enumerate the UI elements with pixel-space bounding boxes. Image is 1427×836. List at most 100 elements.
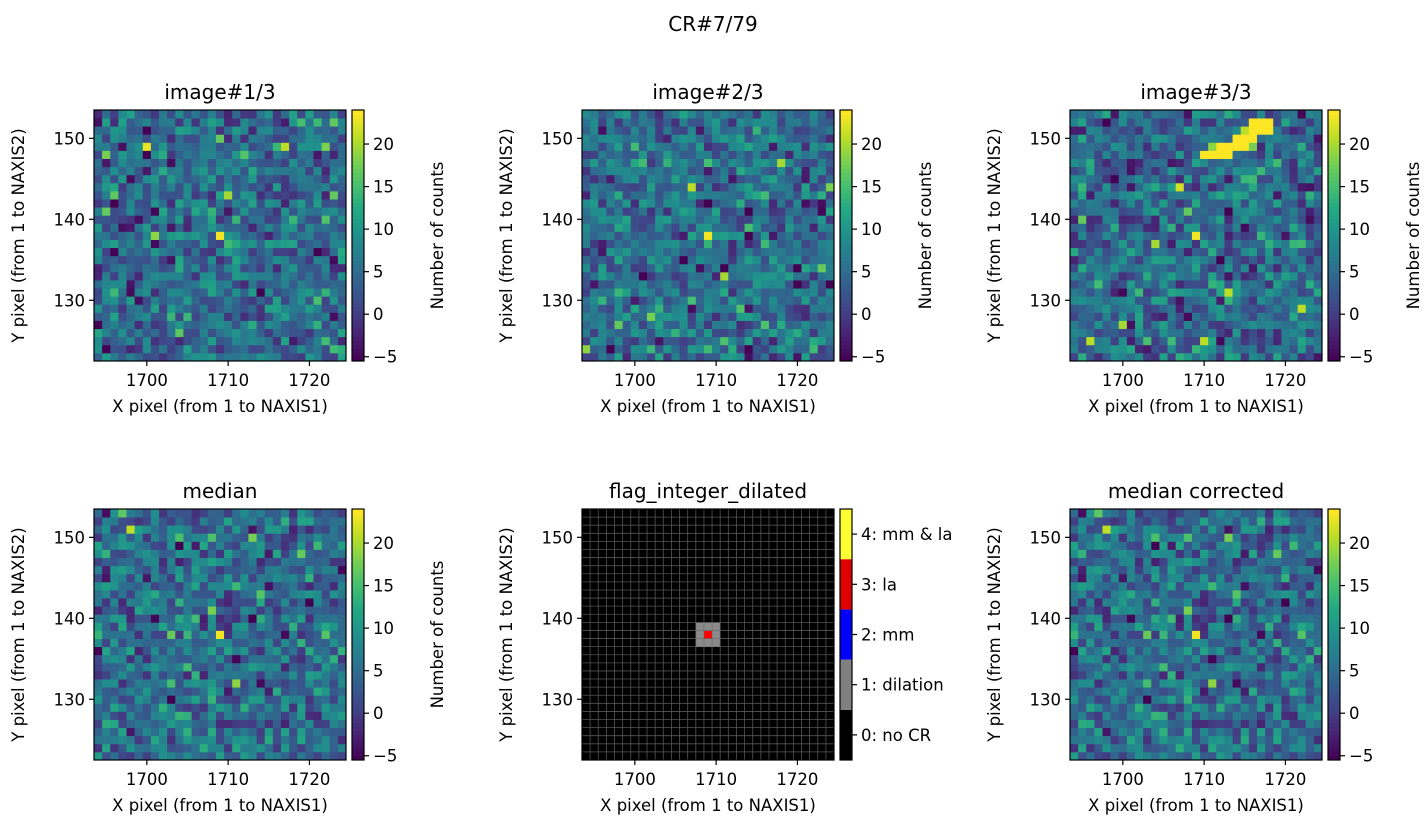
heatmap-cell [118, 549, 127, 558]
colorbar-segment [352, 160, 364, 165]
heatmap-cell [167, 304, 176, 313]
heatmap-cell [150, 280, 160, 289]
heatmap-cell [134, 223, 144, 232]
flag-cell [809, 581, 819, 591]
flag-cell [703, 598, 713, 607]
y-tick-label: 130 [54, 690, 86, 709]
heatmap-cell [1175, 344, 1185, 354]
heatmap-cell [1110, 166, 1120, 176]
flag-cell [736, 589, 745, 599]
flag-cell [736, 614, 745, 623]
heatmap-cell [695, 207, 705, 216]
heatmap-cell [1248, 304, 1258, 313]
heatmap-cell [1110, 336, 1120, 346]
flag-cell [679, 751, 689, 761]
heatmap-cell [337, 533, 347, 542]
colorbar-tick-label: 10 [1349, 220, 1370, 239]
heatmap-cell [1313, 142, 1323, 151]
heatmap-cell [289, 565, 298, 575]
heatmap-cell [582, 118, 591, 127]
heatmap-cell [768, 288, 778, 297]
heatmap-cell [720, 158, 729, 168]
heatmap-cell [1102, 199, 1112, 208]
heatmap-cell [232, 247, 241, 257]
heatmap-cell [240, 199, 249, 208]
flag-cell [809, 695, 819, 704]
heatmap-cell [752, 312, 762, 321]
heatmap-cell [1297, 296, 1307, 305]
heatmap-cell [1159, 296, 1168, 305]
heatmap-cell [817, 174, 827, 184]
heatmap-cell [329, 517, 339, 526]
flag-cell [736, 565, 745, 575]
heatmap-cell [679, 247, 689, 257]
x-tick-label: 1720 [776, 371, 818, 390]
heatmap-cell [825, 304, 835, 313]
heatmap-cell [199, 517, 209, 526]
x-tick-label: 1720 [1264, 371, 1306, 390]
heatmap-cell [1208, 247, 1217, 257]
flag-cell [703, 606, 713, 615]
heatmap-cell [150, 150, 160, 159]
heatmap-cell [272, 199, 282, 208]
flag-cell [582, 695, 591, 704]
heatmap-cell [622, 280, 632, 289]
heatmap-cell [1191, 304, 1201, 313]
colorbar-segment [352, 176, 364, 182]
heatmap-cell [687, 134, 697, 143]
flag-cell [679, 703, 689, 712]
heatmap-cell [1224, 344, 1233, 354]
colorbar-segment [840, 277, 852, 283]
heatmap-cell [801, 247, 811, 257]
flag-cell [703, 557, 713, 567]
heatmap-cell [817, 271, 827, 281]
heatmap-cell [1200, 190, 1209, 200]
heatmap-cell [110, 630, 119, 639]
heatmap-cell [199, 304, 209, 313]
heatmap-cell [175, 581, 184, 591]
axes-frame [581, 109, 835, 362]
heatmap-cell [1070, 288, 1079, 297]
heatmap-cell [663, 312, 672, 321]
heatmap-cell [1256, 199, 1266, 208]
flag-cell [614, 606, 624, 615]
heatmap-cell [94, 743, 103, 753]
flag-cell [801, 662, 811, 672]
heatmap-cell [280, 271, 290, 281]
heatmap-cell [126, 158, 136, 168]
heatmap-cell [207, 679, 217, 688]
heatmap-cell [744, 158, 754, 168]
colorbar-label: Number of counts [916, 162, 935, 310]
heatmap-cell [240, 110, 249, 119]
heatmap-cell [159, 541, 168, 550]
flag-cell [614, 622, 624, 631]
heatmap-cell [272, 743, 282, 753]
heatmap-cell [1232, 134, 1242, 143]
heatmap-cell [207, 271, 217, 281]
heatmap-cell [1240, 304, 1250, 313]
heatmap-cell [159, 751, 168, 761]
flag-cell [752, 557, 762, 567]
heatmap-cell [321, 231, 331, 240]
heatmap-cell [801, 190, 811, 200]
heatmap-cell [264, 695, 274, 704]
heatmap-cell [313, 271, 323, 281]
heatmap-cell [110, 199, 119, 208]
heatmap-cell [175, 541, 184, 550]
heatmap-cell [159, 352, 168, 362]
heatmap-cell [1289, 199, 1299, 208]
heatmap-cell [305, 703, 314, 712]
heatmap-cell [191, 646, 201, 656]
heatmap-cell [728, 231, 737, 240]
heatmap-cell [199, 118, 209, 127]
heatmap-cell [703, 223, 713, 232]
flag-cell [809, 598, 819, 607]
heatmap-cell [134, 231, 144, 240]
heatmap-cell [622, 134, 632, 143]
colorbar-segment [352, 164, 364, 170]
heatmap-cell [687, 263, 697, 273]
flag-cell [663, 711, 672, 720]
heatmap-cell [183, 271, 192, 281]
flag-cell [777, 598, 786, 607]
heatmap-cell [191, 654, 201, 664]
